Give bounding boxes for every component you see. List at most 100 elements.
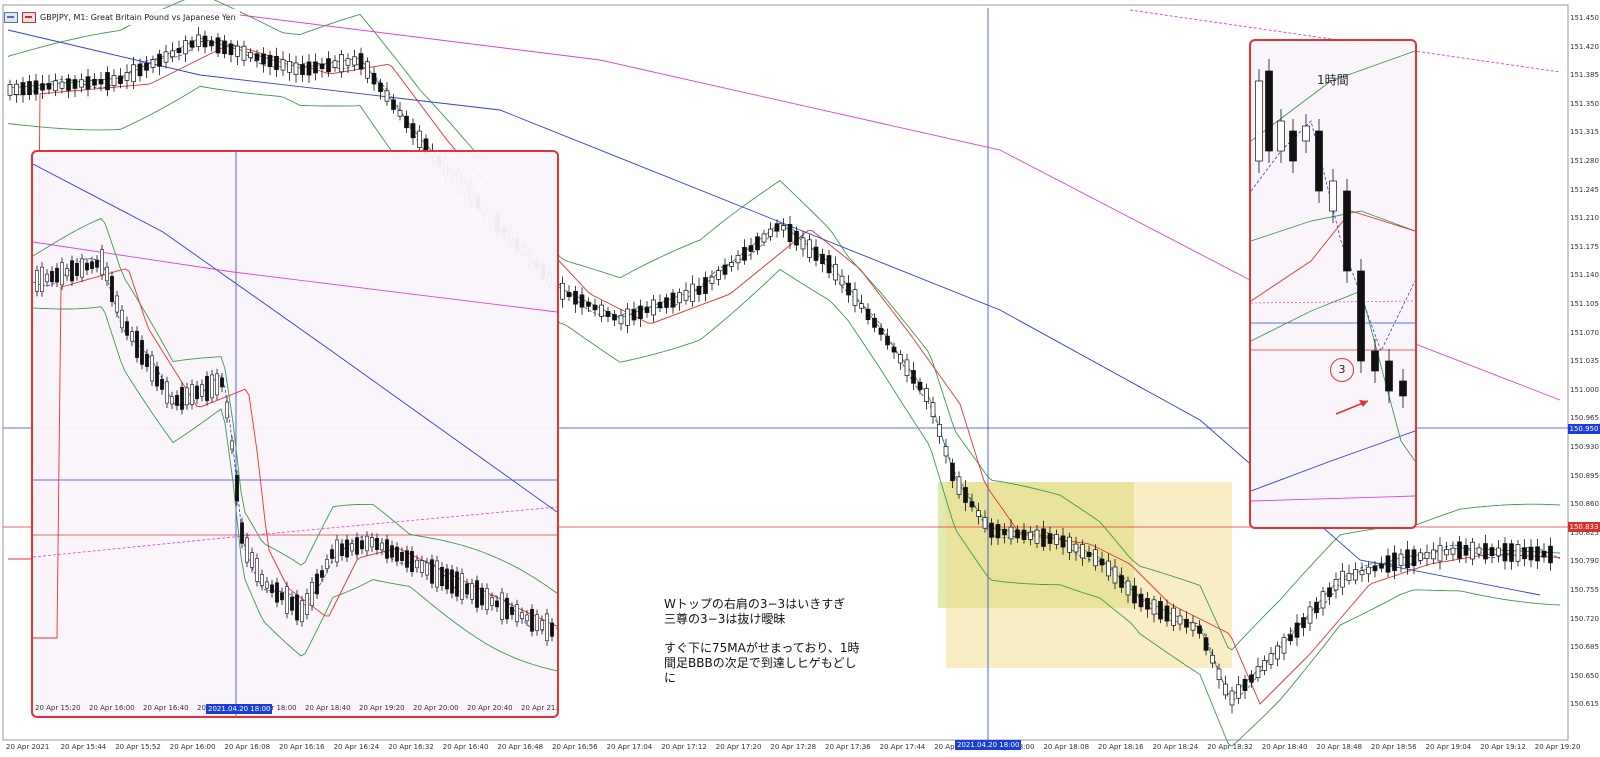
price-tick-label: 151.350 — [1570, 99, 1599, 108]
left-inset-bollinger-lower — [33, 306, 557, 672]
candle-body — [202, 35, 208, 48]
time-tick-label: 20 Apr 18:08 — [1043, 743, 1090, 751]
left-inset-candle-body — [160, 379, 164, 390]
candle-body — [1210, 654, 1215, 664]
candle-body — [46, 83, 52, 90]
candle-body — [53, 80, 58, 92]
candle-body — [1457, 541, 1462, 559]
left-inset-candle-body — [500, 592, 504, 620]
candle-body — [638, 305, 643, 319]
candle-body — [222, 40, 227, 55]
time-tick-label: 20 Apr 17:36 — [825, 743, 871, 751]
time-tick-label: 20 Apr 18:40 — [1261, 743, 1308, 751]
candle-body — [1164, 605, 1170, 622]
chart-grid-icon — [4, 11, 18, 23]
left-inset-candle-body — [525, 614, 529, 622]
candle-body — [72, 79, 78, 89]
left-inset-time-label: 20 Apr 21:20 — [521, 704, 558, 712]
price-tick-label: 150.685 — [1570, 643, 1599, 652]
price-tick-label: 151.245 — [1570, 185, 1599, 194]
highlight-box-yellow — [946, 482, 1232, 668]
left-inset-candle-body — [330, 549, 334, 559]
candle-body — [40, 83, 45, 91]
left-inset-candle-body — [385, 539, 389, 559]
candle-body — [1418, 552, 1423, 561]
price-tick-label: 150.895 — [1570, 471, 1599, 480]
candle-body — [657, 301, 663, 309]
left-inset-candle-body — [265, 581, 269, 589]
left-inset-candle-body — [360, 540, 364, 550]
candle-body — [404, 115, 409, 129]
candle-body — [1008, 526, 1014, 540]
left-inset-candle-body — [175, 394, 179, 406]
candle-body — [228, 43, 234, 55]
candle-body — [215, 37, 221, 54]
candle-body — [885, 335, 890, 346]
candle-body — [1392, 552, 1397, 572]
candle-body — [566, 292, 572, 297]
candle-body — [1002, 528, 1007, 536]
left-inset-candle-body — [280, 592, 284, 601]
candle-body — [1301, 617, 1306, 628]
left-inset-candle-body — [505, 597, 509, 620]
left-inset-candle-body — [405, 550, 409, 568]
right-inset-ma-magenta — [1251, 495, 1415, 502]
right-inset-candle-body — [1399, 380, 1407, 397]
annotation-note: Wトップの右肩の3−3はいきすぎ 三尊の3−3は抜け曖昧 すぐ下に75MAがせまっ… — [664, 597, 874, 700]
candle-body — [209, 40, 214, 47]
candle-body — [1288, 634, 1293, 642]
arrow-head-icon — [1359, 400, 1368, 407]
left-inset-candle-body — [200, 384, 204, 397]
candle-body — [1138, 593, 1144, 608]
left-inset-candle-body — [250, 552, 254, 568]
candle-body — [189, 40, 195, 48]
time-axis[interactable]: 20 Apr 2021 20 Apr 15:44 20 Apr 15:52 20 Ap… — [0, 740, 1580, 757]
candle-body — [157, 53, 162, 67]
time-tick-label: 20 Apr 16:32 — [388, 743, 434, 751]
left-inset-candle-body — [490, 597, 494, 606]
candle-body — [248, 52, 253, 59]
right-inset-ma-dashed — [1251, 120, 1415, 353]
price-tick-label: 151.175 — [1570, 242, 1599, 251]
candle-body — [670, 292, 676, 308]
left-inset-candle-body — [150, 355, 154, 382]
right-inset-bollinger-middle — [1251, 210, 1415, 242]
candle-body — [1229, 690, 1235, 706]
candle-body — [1411, 549, 1417, 566]
candle-body — [651, 299, 656, 316]
time-tick-label: 20 Apr 18:24 — [1152, 743, 1199, 751]
time-tick-label: 20 Apr 19:12 — [1480, 743, 1526, 751]
right-inset-bollinger-upper — [1251, 50, 1415, 142]
candle-body — [1483, 543, 1488, 560]
candle-body — [690, 283, 695, 302]
candle-body — [573, 290, 578, 305]
left-inset-candle-body — [180, 387, 184, 410]
candle-body — [59, 81, 65, 89]
candle-body — [417, 130, 422, 148]
candle-body — [1151, 599, 1157, 615]
bollinger-upper-band — [7, 0, 1561, 651]
candle-body — [1275, 645, 1280, 660]
right-inset-candle-body — [1277, 120, 1285, 152]
price-axis[interactable]: 151.450 151.420 151.385 151.350 151.315 151.2… — [1568, 0, 1600, 740]
price-tick-label: 151.000 — [1570, 385, 1599, 394]
left-inset-candle-body — [550, 622, 554, 637]
left-inset-candle-body — [395, 546, 399, 562]
left-inset-candle-body — [45, 273, 49, 283]
candle-body — [1431, 549, 1436, 560]
candle-body — [859, 303, 864, 309]
candle-body — [1236, 684, 1241, 699]
candle-body — [1158, 601, 1163, 620]
moving-average-blue — [7, 29, 1541, 596]
right-inset-candle-body — [1265, 70, 1273, 152]
left-inset-candle-body — [290, 596, 294, 611]
left-inset-candle-body — [435, 560, 439, 588]
candle-body — [274, 55, 279, 70]
candle-body — [1106, 560, 1111, 577]
time-tick-label: 20 Apr 19:04 — [1425, 743, 1472, 751]
left-inset-candle-body — [215, 373, 219, 396]
time-tick-label: 20 Apr 16:16 — [279, 743, 325, 751]
candle-body — [1307, 606, 1313, 624]
